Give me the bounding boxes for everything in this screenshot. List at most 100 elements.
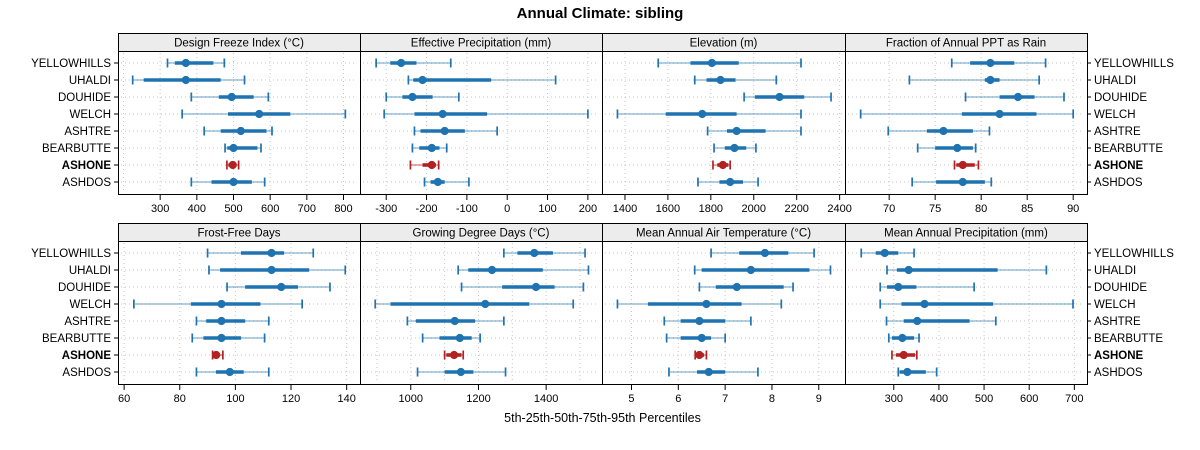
median-dot <box>212 350 221 360</box>
panel-strip-title: Growing Degree Days (°C) <box>413 228 550 240</box>
site-label-right: YELLOWHILLS <box>1094 248 1174 260</box>
median-dot <box>217 333 226 343</box>
series-uhaldi <box>208 265 347 275</box>
panel-strip-title: Design Freeze Index (°C) <box>174 38 304 50</box>
series-yellowhills <box>375 58 452 68</box>
median-dot <box>181 58 190 68</box>
median-dot <box>267 265 276 275</box>
median-dot <box>427 160 436 170</box>
median-dot <box>456 367 465 377</box>
median-dot <box>707 58 717 68</box>
series-uhaldi <box>908 75 1041 85</box>
median-dot <box>704 367 713 377</box>
site-label-right: ASHONE <box>1094 350 1144 362</box>
median-dot <box>487 265 497 275</box>
series-ashone <box>953 160 980 170</box>
series-welch <box>383 109 589 119</box>
series-ashdos <box>190 177 266 187</box>
series-ashone <box>443 350 465 360</box>
site-label-right: ASHONE <box>1094 160 1144 172</box>
site-label-left: BEARBUTTE <box>42 333 111 345</box>
x-axis-label: 5th-25th-50th-75th-95th Percentiles <box>504 411 701 425</box>
site-label-right: BEARBUTTE <box>1094 143 1163 155</box>
site-label-right: DOUHIDE <box>1094 282 1147 294</box>
site-label-right: ASHDOS <box>1094 367 1143 379</box>
series-uhaldi <box>457 265 590 275</box>
axis-tick-label: -300 <box>375 203 397 215</box>
site-label-left: WELCH <box>69 109 111 121</box>
series-bearbutte <box>713 143 757 153</box>
series-ashdos <box>416 367 507 377</box>
panel-0-2: Elevation (m) 1400 1600 1800 2000 2200 2400 <box>602 33 852 215</box>
series-welch <box>616 299 783 309</box>
median-dot <box>181 75 190 85</box>
median-dot <box>913 316 922 326</box>
axis-tick-label: -100 <box>456 203 478 215</box>
median-dot <box>986 75 995 85</box>
series-ashone <box>694 350 708 360</box>
series-douhide <box>698 282 794 292</box>
series-ashone <box>211 350 224 360</box>
median-dot <box>726 177 735 187</box>
series-ashdos <box>911 177 993 187</box>
median-dot <box>255 109 264 119</box>
axis-tick-label: 8 <box>769 393 775 405</box>
series-ashdos <box>897 367 938 377</box>
median-dot <box>953 143 962 153</box>
series-ashone <box>226 160 240 170</box>
axis-tick-label: 200 <box>579 203 597 215</box>
series-yellowhills <box>657 58 802 68</box>
series-douhide <box>964 92 1065 102</box>
site-label-left: ASHTRE <box>64 126 111 138</box>
site-label-left: YELLOWHILLS <box>31 248 111 260</box>
site-label-left: ASHDOS <box>62 177 111 189</box>
series-yellowhills <box>950 58 1047 68</box>
series-ashone <box>891 350 918 360</box>
site-label-right: UHALDI <box>1094 75 1136 87</box>
series-ashtre <box>203 126 273 136</box>
site-label-left: DOUHIDE <box>58 92 111 104</box>
median-dot <box>440 126 449 136</box>
axis-tick-label: 1000 <box>399 393 423 405</box>
median-dot <box>760 248 770 258</box>
site-label-right: YELLOWHILLS <box>1094 58 1174 70</box>
site-label-right: ASHTRE <box>1094 316 1141 328</box>
panel-1-2: Mean Annual Air Temperature (°C) 5 6 7 8 9 <box>602 223 846 405</box>
site-label-left: ASHONE <box>62 350 112 362</box>
series-bearbutte <box>665 333 726 343</box>
site-label-left: BEARBUTTE <box>42 143 111 155</box>
panel-0-3: Fraction of Annual PPT as Rain 70 75 80 85 90 <box>845 33 1088 215</box>
series-ashone <box>409 160 440 170</box>
site-label-right: WELCH <box>1094 109 1136 121</box>
axis-tick-label: 1800 <box>699 203 723 215</box>
axis-tick-label: 9 <box>816 393 822 405</box>
panel-strip-title: Frost-Free Days <box>197 228 280 240</box>
axis-tick-label: 70 <box>883 203 895 215</box>
axis-tick-label: 600 <box>1020 393 1038 405</box>
axis-tick-label: 500 <box>975 393 993 405</box>
axis-tick-label: 1400 <box>534 393 558 405</box>
median-dot <box>730 143 739 153</box>
series-ashtre <box>406 316 505 326</box>
axis-tick-label: 120 <box>282 393 300 405</box>
axis-tick-label: 2200 <box>784 203 808 215</box>
median-dot <box>408 92 417 102</box>
chart-title: Annual Climate: sibling <box>516 5 684 22</box>
median-dot <box>939 126 948 136</box>
site-label-left: DOUHIDE <box>58 282 111 294</box>
median-dot <box>746 265 755 275</box>
series-ashtre <box>195 316 270 326</box>
series-ashtre <box>413 126 498 136</box>
median-dot <box>450 316 459 326</box>
site-label-right: ASHTRE <box>1094 126 1141 138</box>
axis-tick-label: 700 <box>1065 393 1083 405</box>
axis-tick-label: 600 <box>261 203 279 215</box>
median-dot <box>531 282 541 292</box>
axis-tick-label: 6 <box>675 393 681 405</box>
axis-tick-label: 2000 <box>742 203 766 215</box>
median-dot <box>718 160 727 170</box>
site-label-right: WELCH <box>1094 299 1136 311</box>
axis-tick-label: 80 <box>975 203 987 215</box>
series-ashdos <box>668 367 759 377</box>
